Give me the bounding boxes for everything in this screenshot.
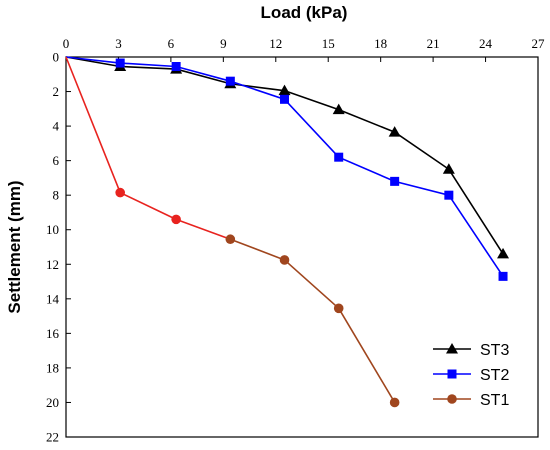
series-line-st1 (283, 259, 340, 309)
series-line-st1 (119, 191, 177, 221)
y-tick-label: 20 (46, 395, 59, 410)
x-tick-label: 6 (168, 36, 175, 51)
legend-label-st3: ST3 (480, 342, 509, 359)
series-line-st1 (338, 307, 396, 403)
y-tick-label: 6 (53, 153, 60, 168)
series-line-st1 (175, 218, 231, 240)
legend-label-st2: ST2 (480, 367, 509, 384)
data-point-st1 (171, 214, 181, 225)
legend-marker-st1 (447, 394, 457, 404)
data-point-st2 (225, 76, 235, 86)
data-point-st1 (389, 397, 400, 408)
x-tick-label: 12 (269, 36, 282, 51)
data-point-st1 (115, 187, 125, 198)
data-point-st3 (278, 84, 291, 96)
x-tick-label: 21 (427, 36, 440, 51)
x-tick-label: 18 (374, 36, 387, 51)
x-tick-label: 3 (115, 36, 122, 51)
data-point-st2 (498, 271, 508, 281)
series-line-st1 (230, 238, 285, 261)
data-point-st1 (279, 255, 290, 265)
x-axis-title: Load (kPa) (261, 3, 348, 22)
x-tick-label: 27 (532, 36, 546, 51)
data-point-st2 (444, 190, 454, 200)
y-tick-label: 8 (53, 188, 60, 203)
data-point-st3 (388, 126, 401, 137)
plot-area: 0 3 6 9 12 15 18 21 24 270246810121416182022ST3ST… (46, 36, 545, 445)
data-point-st3 (442, 163, 455, 174)
plot-frame (65, 56, 539, 438)
data-point-st1 (225, 234, 236, 245)
y-tick-label: 14 (46, 291, 60, 306)
legend-label-st1: ST1 (480, 392, 509, 409)
data-point-st2 (171, 62, 181, 71)
data-point-st3 (332, 103, 345, 115)
y-tick-label: 16 (46, 326, 60, 341)
series-line-st1 (65, 56, 121, 193)
data-point-st2 (334, 152, 344, 162)
y-axis-title: Settlement (mm) (5, 180, 24, 313)
x-tick-label: 0 (63, 36, 70, 51)
x-tick-label: 15 (322, 36, 335, 51)
data-point-st2 (280, 94, 290, 104)
data-point-st2 (115, 58, 125, 68)
y-tick-label: 22 (46, 430, 59, 445)
x-tick-label: 24 (479, 36, 493, 51)
y-tick-label: 4 (53, 119, 60, 134)
legend-marker-st3 (446, 343, 458, 354)
data-point-st3 (497, 247, 510, 259)
y-tick-label: 18 (46, 360, 59, 375)
y-tick-label: 0 (53, 50, 60, 65)
y-tick-label: 2 (53, 84, 60, 99)
x-tick-label: 9 (220, 36, 227, 51)
y-tick-label: 10 (46, 222, 59, 237)
data-point-st2 (390, 176, 400, 186)
data-point-st1 (333, 303, 344, 314)
legend-marker-st2 (447, 369, 457, 379)
y-tick-label: 12 (46, 257, 59, 272)
